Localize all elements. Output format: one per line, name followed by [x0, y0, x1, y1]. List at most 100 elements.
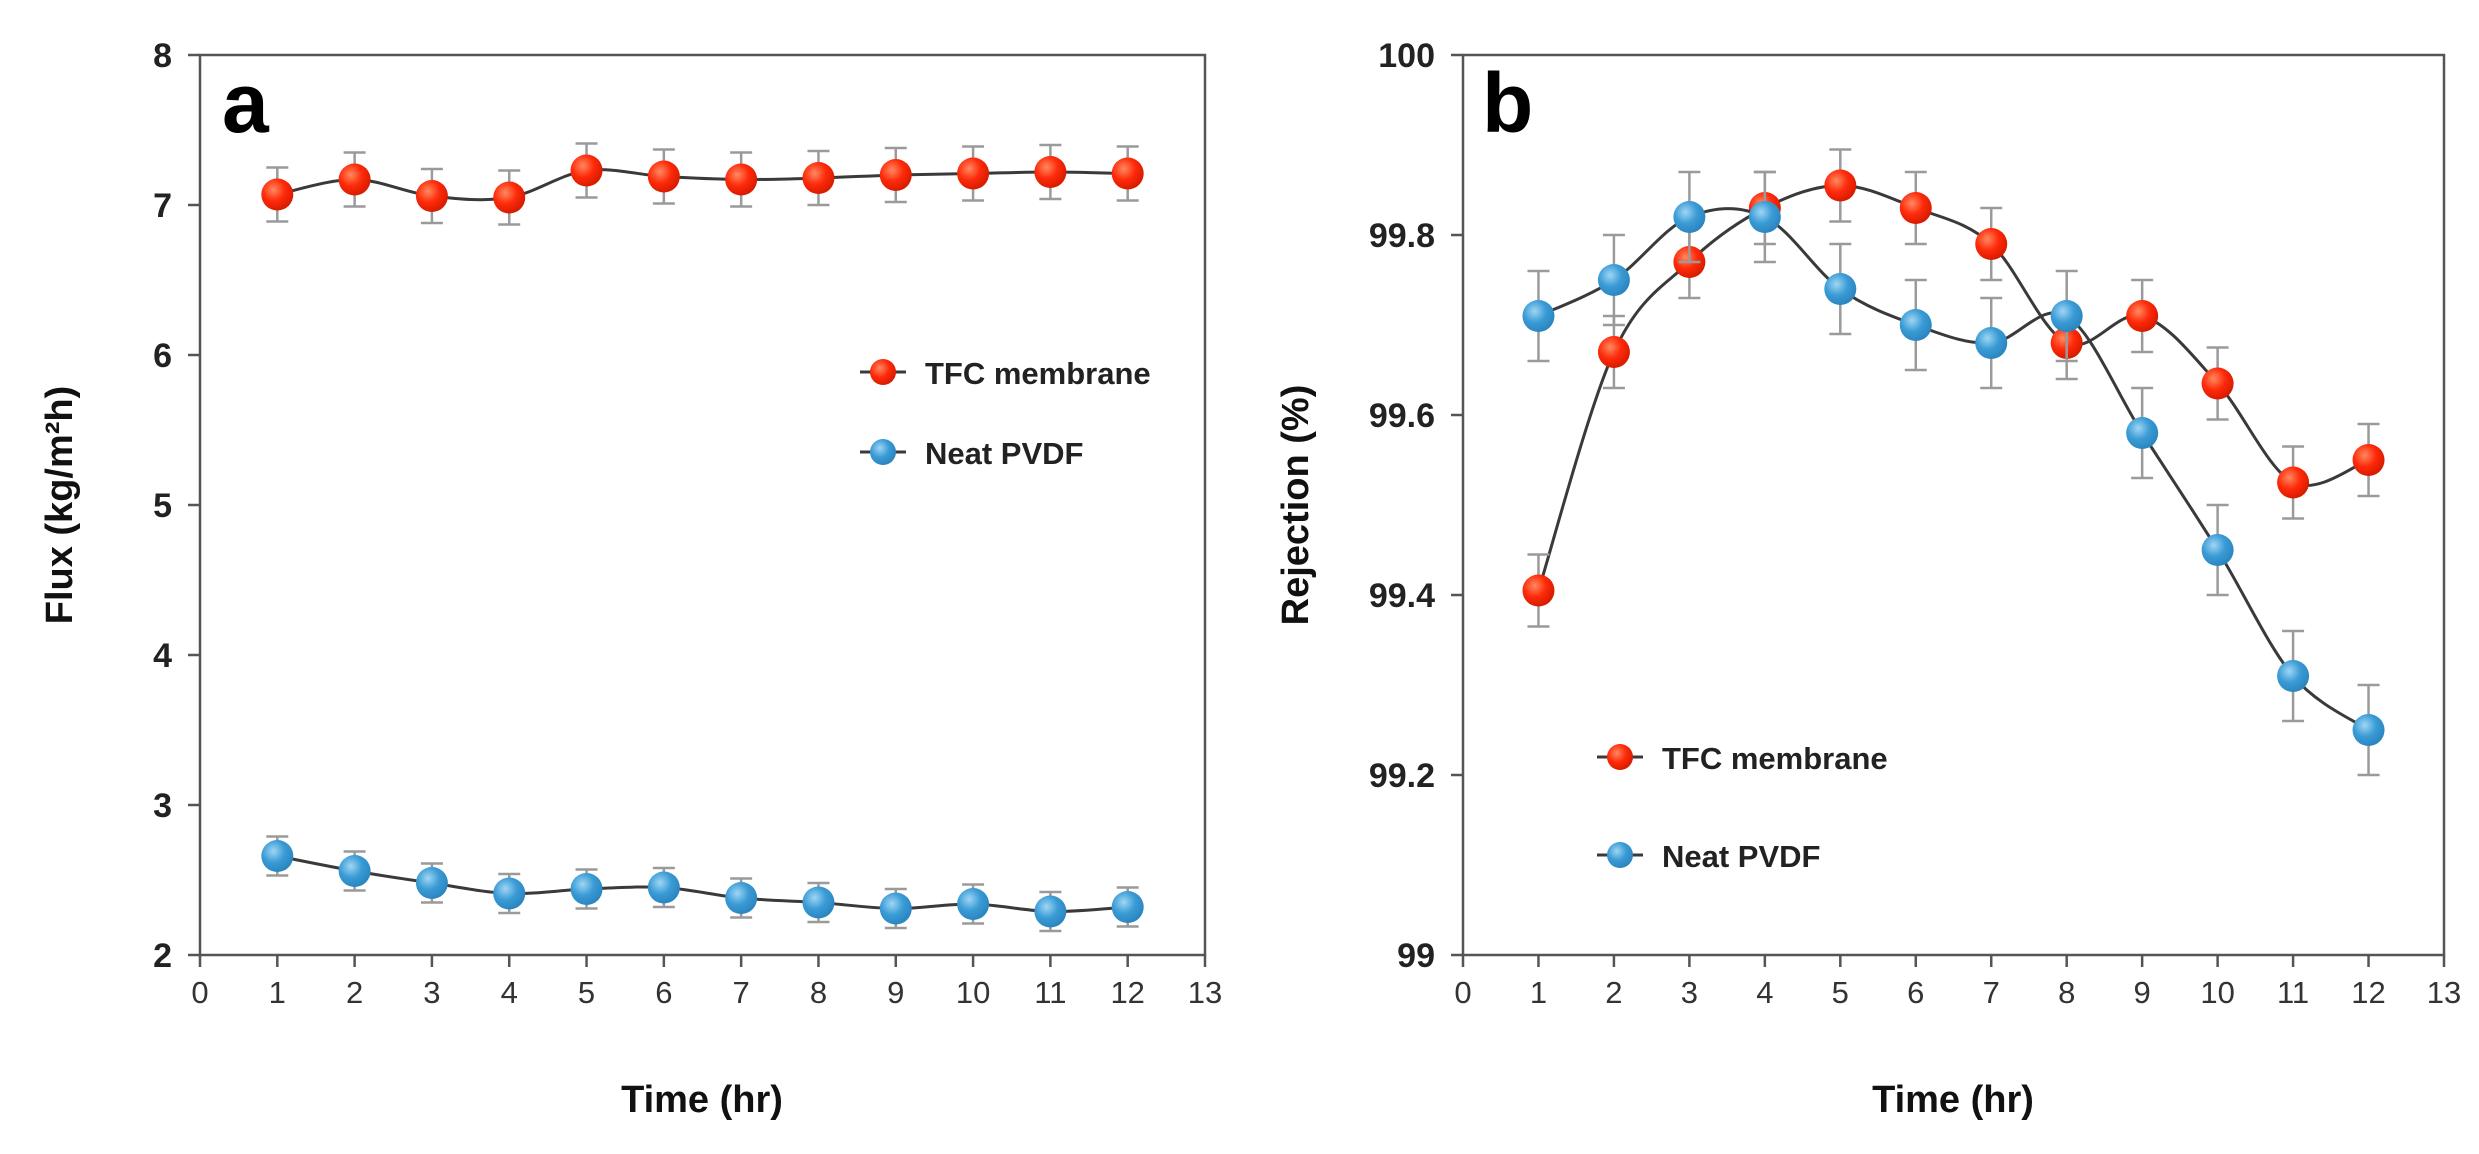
x-tick-label: 12 [2351, 975, 2385, 1010]
data-point [1597, 264, 1630, 296]
legend-label-tfc: TFC membrane [925, 356, 1151, 391]
data-point [570, 873, 603, 905]
x-tick-label: 9 [2134, 975, 2151, 1010]
data-point [338, 163, 371, 196]
data-point [2352, 444, 2385, 476]
y-tick-label: 4 [153, 637, 172, 675]
x-tick-label: 4 [1756, 975, 1773, 1010]
y-tick-label: 99.6 [1369, 397, 1435, 435]
data-point [1975, 327, 2008, 359]
x-tick-label: 1 [269, 975, 286, 1010]
x-axis-title: Time (hr) [621, 1079, 783, 1121]
x-tick-label: 6 [655, 975, 672, 1010]
x-tick-label: 13 [1188, 975, 1222, 1010]
x-axis-title: Time (hr) [1872, 1079, 2034, 1121]
y-tick-label: 99.4 [1369, 577, 1435, 615]
panel-label: a [222, 56, 270, 150]
data-point [802, 162, 835, 194]
y-tick-label: 99 [1397, 937, 1435, 975]
data-point [2201, 367, 2234, 400]
data-point [2201, 534, 2234, 566]
legend-marker-pvdf [1607, 842, 1633, 868]
legend-marker-tfc [870, 359, 896, 385]
legend: TFC membrane Neat PVDF [1597, 741, 1888, 874]
data-point [2352, 714, 2385, 746]
data-point [1748, 201, 1781, 233]
data-point [647, 160, 680, 193]
x-tick-label: 6 [1907, 975, 1924, 1010]
legend-marker-tfc [1607, 744, 1633, 770]
data-point [1034, 156, 1067, 188]
data-point [879, 892, 912, 925]
y-tick-label: 3 [153, 787, 172, 825]
data-point [415, 867, 448, 899]
data-point [2277, 660, 2310, 692]
series-layer [261, 142, 1144, 933]
y-axis-title: Flux (kg/m²h) [39, 386, 81, 625]
data-point [1034, 895, 1067, 928]
x-tick-label: 5 [1832, 975, 1849, 1010]
data-point [1824, 169, 1857, 202]
x-tick-label: 13 [2427, 975, 2461, 1010]
data-point [1522, 574, 1555, 607]
data-point [1975, 228, 2008, 260]
x-axis: 0 1 2 3 4 5 6 7 8 9 10 11 12 13 [191, 955, 1222, 1010]
data-point [1111, 157, 1144, 190]
x-tick-label: 0 [1454, 975, 1471, 1010]
data-point [1522, 300, 1555, 332]
legend-marker-pvdf [870, 439, 896, 465]
x-tick-label: 5 [578, 975, 595, 1010]
x-tick-label: 2 [1605, 975, 1622, 1010]
x-tick-label: 1 [1530, 975, 1547, 1010]
data-point [2126, 417, 2159, 449]
y-tick-label: 8 [153, 37, 172, 75]
data-point [493, 181, 526, 214]
data-point [570, 154, 603, 187]
x-tick-label: 7 [733, 975, 750, 1010]
y-axis: 99 99.2 99.4 99.6 99.8 100 [1369, 37, 1463, 975]
y-tick-label: 99.2 [1369, 757, 1435, 795]
legend-label-pvdf: Neat PVDF [925, 436, 1083, 471]
data-point [2126, 300, 2159, 332]
data-point [415, 180, 448, 212]
data-point [493, 877, 526, 910]
x-tick-label: 8 [810, 975, 827, 1010]
y-axis: 2 3 4 5 6 7 8 [153, 37, 200, 975]
x-tick-label: 11 [1034, 975, 1066, 1010]
data-point [647, 871, 680, 904]
x-axis: 0 1 2 3 4 5 6 7 8 9 10 11 12 13 [1454, 955, 2461, 1010]
legend-label-pvdf: Neat PVDF [1662, 839, 1820, 874]
data-point [725, 163, 758, 196]
data-point [1673, 201, 1706, 233]
x-tick-label: 2 [346, 975, 363, 1010]
x-tick-label: 10 [2200, 975, 2234, 1010]
panel-label: b [1482, 56, 1533, 150]
data-point [261, 840, 294, 872]
x-tick-label: 7 [1983, 975, 2000, 1010]
x-tick-label: 10 [956, 975, 990, 1010]
data-point [1824, 273, 1857, 305]
data-point [338, 855, 371, 887]
y-tick-label: 100 [1378, 37, 1435, 75]
series-layer [1522, 148, 2385, 777]
x-tick-label: 3 [1681, 975, 1698, 1010]
data-point [261, 178, 294, 211]
data-point [1899, 309, 1932, 341]
plot-area-border [198, 53, 1207, 957]
y-tick-label: 2 [153, 937, 172, 975]
data-point [1597, 336, 1630, 368]
x-tick-label: 9 [887, 975, 904, 1010]
x-tick-label: 4 [501, 975, 518, 1010]
plot-area-border [1461, 53, 2446, 957]
x-tick-label: 11 [2277, 975, 2309, 1010]
data-point [957, 888, 990, 920]
y-axis-title: Rejection (%) [1275, 385, 1317, 626]
y-tick-label: 5 [153, 487, 172, 525]
data-point [2050, 300, 2083, 332]
data-point [957, 157, 990, 190]
y-tick-label: 6 [153, 337, 172, 375]
legend: TFC membrane Neat PVDF [860, 356, 1151, 471]
